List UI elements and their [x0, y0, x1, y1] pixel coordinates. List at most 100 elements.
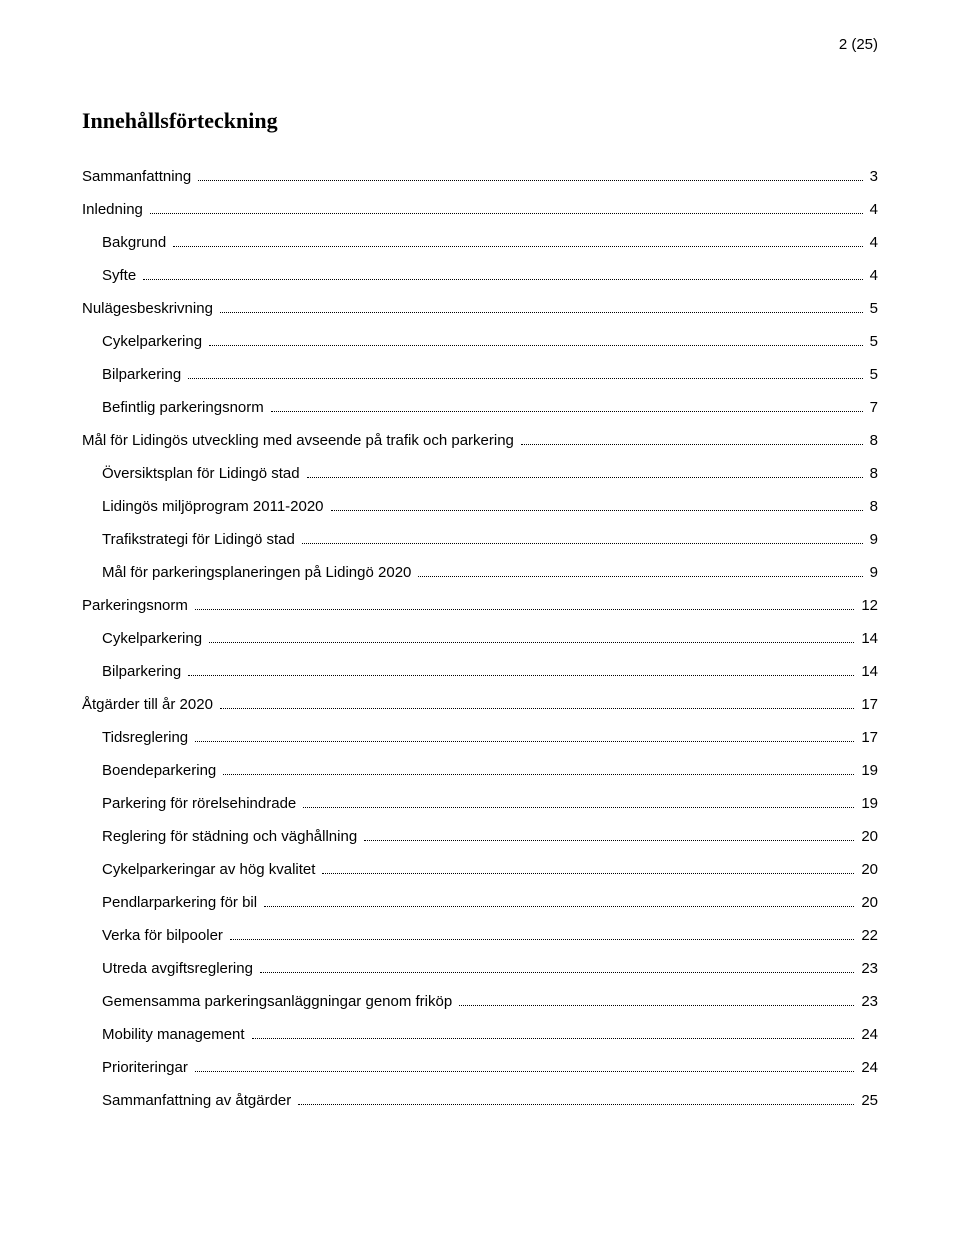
toc-entry-title: Gemensamma parkeringsanläggningar genom …: [102, 991, 456, 1012]
toc-entry[interactable]: Mål för parkeringsplaneringen på Lidingö…: [82, 562, 878, 583]
toc-entry-title: Lidingös miljöprogram 2011-2020: [102, 496, 328, 517]
toc-entry-title: Prioriteringar: [102, 1057, 192, 1078]
toc-leader: [150, 213, 863, 214]
toc-entry-page: 5: [866, 298, 878, 319]
toc-leader: [331, 510, 863, 511]
toc-entry-title: Inledning: [82, 199, 147, 220]
toc-entry[interactable]: Bilparkering 5: [82, 364, 878, 385]
toc-entry-page: 14: [857, 628, 878, 649]
toc-entry[interactable]: Översiktsplan för Lidingö stad8: [82, 463, 878, 484]
toc-leader: [260, 972, 854, 973]
toc-leader: [307, 477, 863, 478]
toc-entry-title: Mål för parkeringsplaneringen på Lidingö…: [102, 562, 415, 583]
toc-leader: [198, 180, 862, 181]
toc-entry[interactable]: Utreda avgiftsreglering 23: [82, 958, 878, 979]
toc-entry[interactable]: Trafikstrategi för Lidingö stad 9: [82, 529, 878, 550]
toc-entry[interactable]: Inledning 4: [82, 199, 878, 220]
toc-entry-page: 4: [866, 232, 878, 253]
toc-entry[interactable]: Sammanfattning3: [82, 166, 878, 187]
toc-entry-page: 3: [866, 166, 878, 187]
toc-entry-page: 19: [857, 760, 878, 781]
toc-entry[interactable]: Nulägesbeskrivning 5: [82, 298, 878, 319]
toc-entry-page: 14: [857, 661, 878, 682]
toc-entry[interactable]: Tidsreglering17: [82, 727, 878, 748]
toc-entry-title: Bilparkering: [102, 364, 185, 385]
toc-entry-title: Mål för Lidingös utveckling med avseende…: [82, 430, 518, 451]
toc-entry[interactable]: Parkeringsnorm 12: [82, 595, 878, 616]
toc-entry-title: Bilparkering: [102, 661, 185, 682]
toc-entry[interactable]: Parkering för rörelsehindrade19: [82, 793, 878, 814]
toc-entry-page: 17: [857, 694, 878, 715]
toc-leader: [223, 774, 854, 775]
toc-entry-page: 24: [857, 1057, 878, 1078]
toc-entry-title: Utreda avgiftsreglering: [102, 958, 257, 979]
toc-leader: [264, 906, 854, 907]
toc-entry-page: 24: [857, 1024, 878, 1045]
toc-leader: [220, 708, 854, 709]
toc-entry-title: Befintlig parkeringsnorm: [102, 397, 268, 418]
toc-entry-title: Parkeringsnorm: [82, 595, 192, 616]
toc-entry-title: Trafikstrategi för Lidingö stad: [102, 529, 299, 550]
toc-leader: [364, 840, 854, 841]
toc-leader: [143, 279, 862, 280]
toc-entry-page: 8: [866, 430, 878, 451]
toc-entry[interactable]: Syfte4: [82, 265, 878, 286]
page-number: 2 (25): [839, 36, 878, 53]
toc-entry-page: 8: [866, 463, 878, 484]
toc-entry[interactable]: Verka för bilpooler22: [82, 925, 878, 946]
toc-entry-title: Verka för bilpooler: [102, 925, 227, 946]
toc-entry-title: Boendeparkering: [102, 760, 220, 781]
toc-entry[interactable]: Cykelparkering5: [82, 331, 878, 352]
toc-entry-page: 12: [857, 595, 878, 616]
toc-entry-title: Sammanfattning av åtgärder: [102, 1090, 295, 1111]
toc-entry[interactable]: Sammanfattning av åtgärder 25: [82, 1090, 878, 1111]
toc-heading: Innehållsförteckning: [82, 108, 878, 134]
toc-entry-page: 20: [857, 859, 878, 880]
toc-entry-title: Åtgärder till år 2020: [82, 694, 217, 715]
toc-leader: [173, 246, 862, 247]
table-of-contents: Sammanfattning3Inledning4Bakgrund4Syfte4…: [82, 166, 878, 1111]
toc-leader: [298, 1104, 854, 1105]
toc-leader: [188, 378, 862, 379]
toc-leader: [220, 312, 863, 313]
toc-leader: [195, 609, 854, 610]
toc-entry[interactable]: Mobility management 24: [82, 1024, 878, 1045]
toc-entry-page: 20: [857, 892, 878, 913]
toc-entry-page: 4: [866, 265, 878, 286]
toc-entry[interactable]: Gemensamma parkeringsanläggningar genom …: [82, 991, 878, 1012]
toc-entry-page: 23: [857, 958, 878, 979]
toc-entry[interactable]: Pendlarparkering för bil 20: [82, 892, 878, 913]
toc-entry-title: Mobility management: [102, 1024, 249, 1045]
toc-leader: [230, 939, 854, 940]
toc-entry[interactable]: Lidingös miljöprogram 2011-2020 8: [82, 496, 878, 517]
toc-entry-page: 17: [857, 727, 878, 748]
toc-entry-title: Cykelparkering: [102, 628, 206, 649]
toc-entry-page: 5: [866, 364, 878, 385]
toc-entry-page: 4: [866, 199, 878, 220]
toc-entry-page: 25: [857, 1090, 878, 1111]
toc-entry-title: Reglering för städning och väghållning: [102, 826, 361, 847]
toc-leader: [303, 807, 854, 808]
toc-entry[interactable]: Bilparkering 14: [82, 661, 878, 682]
toc-leader: [188, 675, 854, 676]
toc-leader: [271, 411, 863, 412]
toc-entry[interactable]: Prioriteringar 24: [82, 1057, 878, 1078]
toc-entry-title: Nulägesbeskrivning: [82, 298, 217, 319]
toc-entry-page: 9: [866, 529, 878, 550]
toc-entry-page: 19: [857, 793, 878, 814]
toc-entry[interactable]: Boendeparkering 19: [82, 760, 878, 781]
toc-entry[interactable]: Mål för Lidingös utveckling med avseende…: [82, 430, 878, 451]
toc-entry-page: 7: [866, 397, 878, 418]
toc-entry-page: 5: [866, 331, 878, 352]
toc-entry-title: Pendlarparkering för bil: [102, 892, 261, 913]
toc-entry-page: 8: [866, 496, 878, 517]
toc-entry[interactable]: Åtgärder till år 2020 17: [82, 694, 878, 715]
toc-leader: [521, 444, 863, 445]
toc-leader: [209, 345, 863, 346]
toc-entry[interactable]: Cykelparkering 14: [82, 628, 878, 649]
toc-entry[interactable]: Bakgrund4: [82, 232, 878, 253]
toc-entry[interactable]: Reglering för städning och väghållning20: [82, 826, 878, 847]
toc-entry[interactable]: Befintlig parkeringsnorm 7: [82, 397, 878, 418]
toc-entry[interactable]: Cykelparkeringar av hög kvalitet20: [82, 859, 878, 880]
toc-leader: [209, 642, 854, 643]
